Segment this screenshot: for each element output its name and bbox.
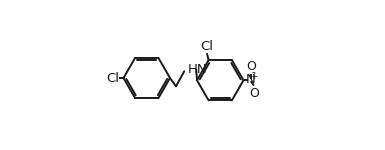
Text: N: N <box>246 73 256 86</box>
Text: +: + <box>249 72 257 81</box>
Text: O: O <box>249 87 259 100</box>
Text: Cl: Cl <box>201 40 214 53</box>
Text: O: O <box>246 60 256 73</box>
Text: HN: HN <box>188 63 208 76</box>
Text: -: - <box>252 67 256 77</box>
Text: Cl: Cl <box>106 72 119 84</box>
